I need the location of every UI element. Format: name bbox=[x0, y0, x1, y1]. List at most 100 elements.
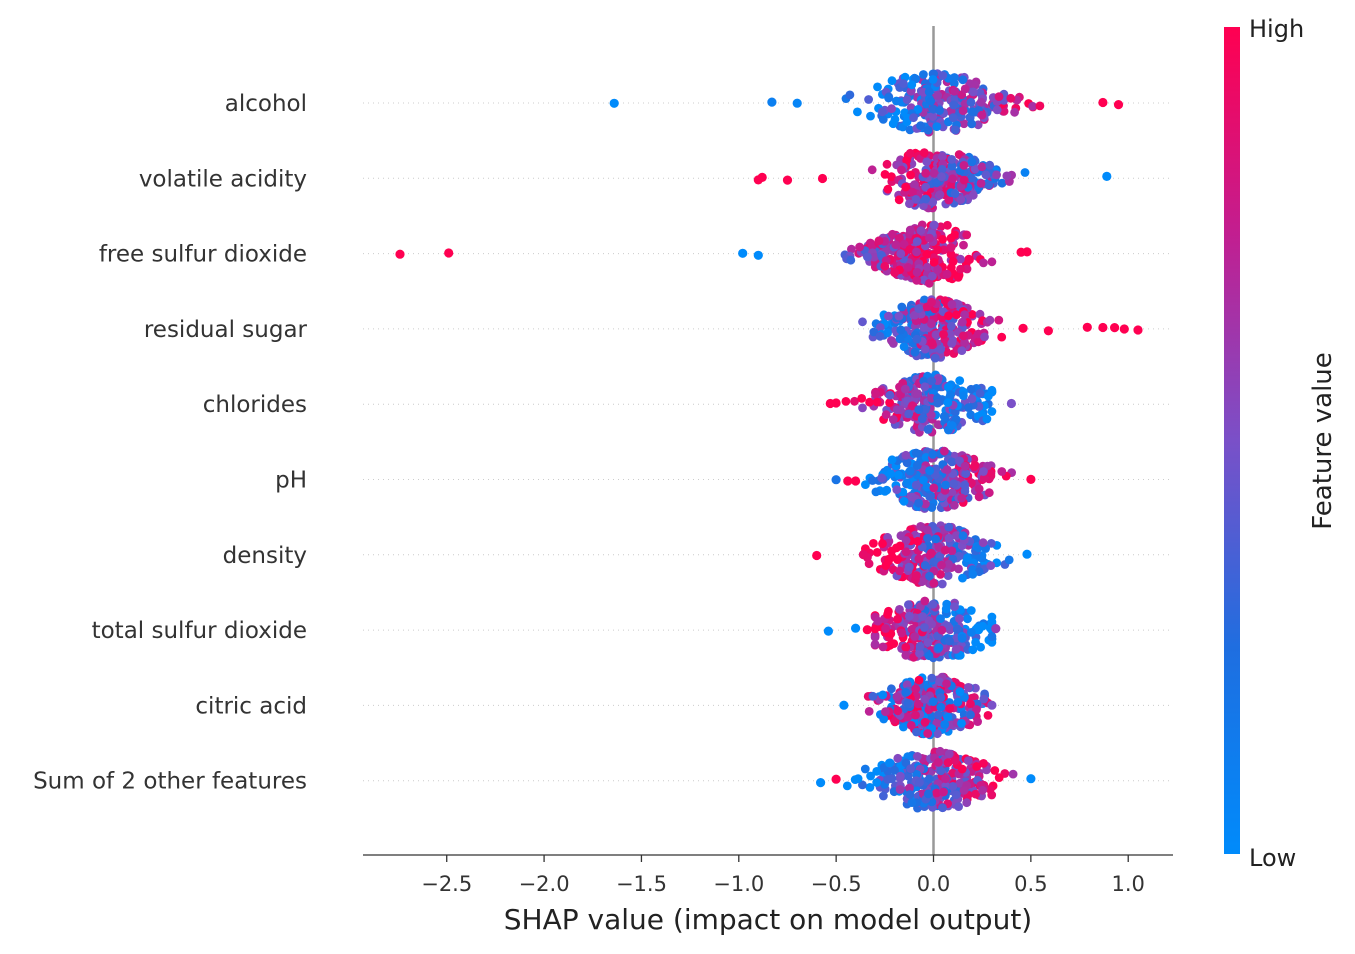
dot-free-sulfur-dioxide bbox=[899, 239, 909, 249]
dot-total-sulfur-dioxide bbox=[897, 628, 907, 638]
dot-free-sulfur-dioxide bbox=[895, 233, 904, 243]
dot-chlorides bbox=[858, 403, 867, 413]
dot-chlorides bbox=[920, 382, 930, 392]
dot-density bbox=[1004, 555, 1014, 565]
dot-citric-acid bbox=[887, 684, 896, 694]
outlier-dot-alcohol bbox=[609, 98, 619, 108]
dot-ph bbox=[974, 484, 984, 494]
dot-citric-acid bbox=[920, 717, 930, 727]
dot-density bbox=[958, 573, 967, 583]
dot-citric-acid bbox=[913, 699, 923, 709]
dot-alcohol bbox=[958, 75, 968, 85]
dot-alcohol bbox=[970, 80, 980, 90]
dot-volatile-acidity bbox=[976, 179, 986, 188]
dot-chlorides bbox=[881, 410, 891, 420]
dot-residual-sugar bbox=[896, 325, 906, 335]
dot-ph bbox=[929, 483, 939, 493]
colorbar-low-label: Low bbox=[1249, 844, 1296, 872]
outlier-dot-alcohol bbox=[767, 97, 777, 107]
outlier-dot-density bbox=[1022, 549, 1032, 559]
dot-total-sulfur-dioxide bbox=[966, 606, 976, 615]
dot-ph bbox=[940, 446, 949, 456]
dot-residual-sugar bbox=[910, 347, 920, 357]
dot-citric-acid bbox=[912, 727, 921, 737]
dot-citric-acid bbox=[933, 710, 943, 720]
dot-ph bbox=[942, 465, 952, 475]
dot-total-sulfur-dioxide bbox=[915, 649, 924, 658]
dot-density bbox=[895, 541, 905, 551]
dot-total-sulfur-dioxide bbox=[870, 632, 880, 642]
dot-alcohol bbox=[966, 98, 976, 107]
dot-ph bbox=[902, 478, 912, 488]
dot-residual-sugar bbox=[960, 310, 969, 320]
dot-citric-acid bbox=[906, 721, 916, 730]
dot-residual-sugar bbox=[914, 304, 924, 313]
dot-density bbox=[978, 538, 988, 548]
dot-ph bbox=[912, 461, 922, 470]
dot-chlorides bbox=[933, 398, 942, 408]
dot-volatile-acidity bbox=[968, 190, 978, 200]
dot-sum-of-2-other-features bbox=[943, 758, 953, 768]
dot-sum-of-2-other-features bbox=[905, 790, 915, 799]
dot-citric-acid bbox=[963, 683, 973, 692]
dot-total-sulfur-dioxide bbox=[881, 624, 890, 633]
dot-alcohol bbox=[977, 110, 987, 120]
x-tick-label: −2.0 bbox=[519, 872, 570, 896]
dot-residual-sugar bbox=[958, 317, 967, 327]
outlier-dot-ph bbox=[843, 476, 853, 486]
outlier-dot-citric-acid bbox=[987, 700, 997, 710]
x-axis-label: SHAP value (impact on model output) bbox=[504, 903, 1032, 936]
dot-sum-of-2-other-features bbox=[912, 770, 921, 779]
outlier-dot-residual-sugar bbox=[1098, 322, 1108, 333]
dot-sum-of-2-other-features bbox=[950, 756, 960, 765]
dot-chlorides bbox=[987, 385, 997, 395]
dot-alcohol bbox=[878, 115, 888, 124]
dot-sum-of-2-other-features bbox=[948, 782, 958, 791]
dot-alcohol bbox=[949, 100, 958, 110]
dot-ph bbox=[886, 469, 895, 478]
dot-citric-acid bbox=[868, 691, 878, 701]
dot-volatile-acidity bbox=[932, 178, 941, 188]
dot-sum-of-2-other-features bbox=[951, 790, 961, 800]
dot-ph bbox=[955, 456, 964, 466]
dot-sum-of-2-other-features bbox=[885, 758, 894, 768]
dot-alcohol bbox=[887, 104, 896, 114]
dot-citric-acid bbox=[979, 694, 989, 704]
dot-volatile-acidity bbox=[880, 170, 890, 179]
dot-total-sulfur-dioxide bbox=[934, 643, 944, 652]
dot-density bbox=[922, 525, 932, 535]
dot-ph bbox=[887, 455, 897, 465]
dot-ph bbox=[960, 480, 970, 490]
outlier-dot-alcohol bbox=[1113, 100, 1124, 110]
dot-ph bbox=[905, 466, 915, 476]
dot-free-sulfur-dioxide bbox=[965, 255, 974, 264]
dot-alcohol bbox=[864, 95, 873, 104]
dot-free-sulfur-dioxide bbox=[959, 240, 968, 250]
dot-chlorides bbox=[959, 391, 968, 401]
dot-volatile-acidity bbox=[967, 173, 976, 183]
dot-sum-of-2-other-features bbox=[879, 791, 888, 801]
dot-volatile-acidity bbox=[947, 161, 957, 171]
dot-free-sulfur-dioxide bbox=[948, 257, 958, 266]
dot-chlorides bbox=[964, 403, 973, 413]
dot-residual-sugar bbox=[957, 346, 967, 355]
dot-ph bbox=[941, 480, 950, 490]
dot-free-sulfur-dioxide bbox=[912, 237, 922, 246]
dot-citric-acid bbox=[973, 717, 982, 726]
dot-alcohol bbox=[976, 97, 986, 107]
dot-density bbox=[913, 536, 923, 546]
dot-residual-sugar bbox=[959, 331, 968, 341]
dot-free-sulfur-dioxide bbox=[874, 236, 884, 246]
dot-density bbox=[914, 554, 924, 564]
dot-density bbox=[905, 562, 914, 572]
dot-density bbox=[954, 564, 963, 574]
dot-total-sulfur-dioxide bbox=[928, 599, 938, 609]
dot-citric-acid bbox=[955, 687, 965, 697]
dot-residual-sugar bbox=[974, 337, 983, 347]
outlier-dot-free-sulfur-dioxide bbox=[753, 250, 763, 260]
dot-chlorides bbox=[926, 410, 936, 420]
dot-sum-of-2-other-features bbox=[954, 802, 963, 811]
dot-free-sulfur-dioxide bbox=[925, 233, 934, 243]
dot-citric-acid bbox=[923, 729, 933, 738]
dot-alcohol bbox=[906, 86, 916, 96]
